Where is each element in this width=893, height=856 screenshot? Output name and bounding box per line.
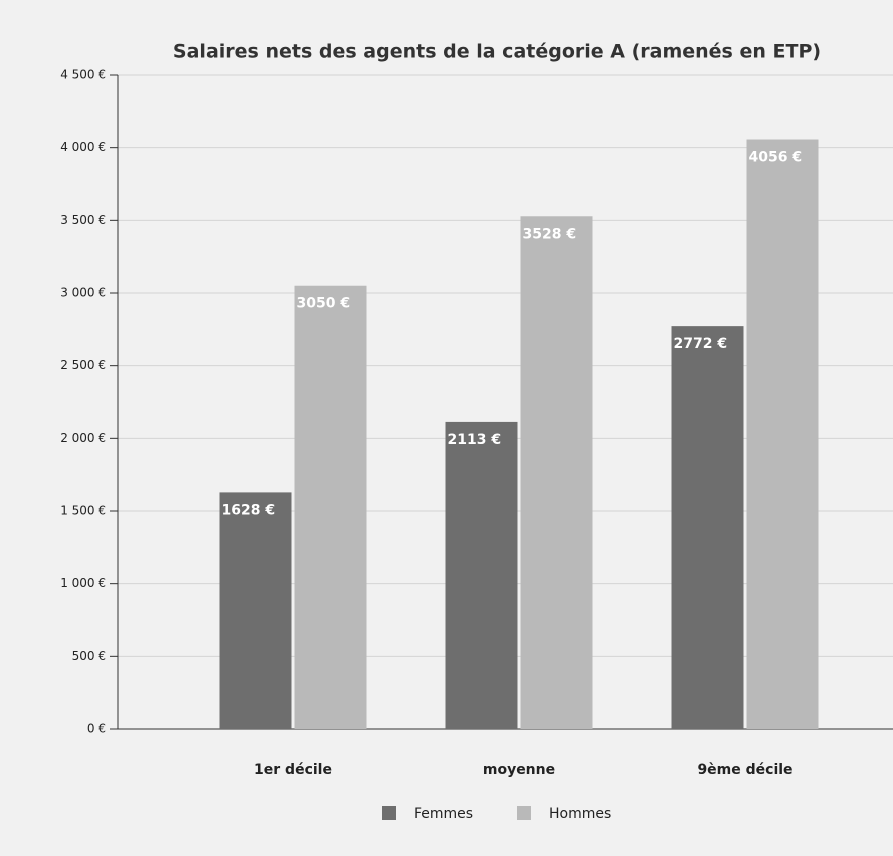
value-label: 1628 € (222, 502, 276, 518)
y-tick-label: 4 000 € (60, 140, 106, 154)
bar (294, 285, 367, 729)
value-label: 2772 € (674, 336, 728, 352)
y-tick-label: 2 000 € (60, 431, 106, 445)
y-tick-label: 2 500 € (60, 358, 106, 372)
y-tick-label: 1 000 € (60, 576, 106, 590)
value-label: 3050 € (297, 296, 351, 312)
legend-swatch (517, 806, 531, 820)
legend-label: Hommes (549, 806, 611, 822)
bar (746, 139, 819, 729)
y-tick-label: 0 € (87, 722, 106, 736)
y-tick-label: 3 000 € (60, 286, 106, 300)
y-tick-label: 3 500 € (60, 213, 106, 227)
bar (219, 492, 292, 729)
x-tick-label: moyenne (483, 762, 555, 778)
legend-label: Femmes (414, 806, 473, 822)
chart-title: Salaires nets des agents de la catégorie… (173, 41, 821, 63)
y-tick-label: 500 € (72, 649, 106, 663)
value-label: 2113 € (448, 432, 502, 448)
x-tick-label: 9ème décile (697, 762, 792, 778)
y-tick-label: 4 500 € (60, 68, 106, 82)
bar (445, 421, 518, 729)
y-tick-label: 1 500 € (60, 504, 106, 518)
value-label: 3528 € (523, 226, 577, 242)
bar (671, 326, 744, 729)
legend-swatch (382, 806, 396, 820)
value-label: 4056 € (749, 150, 803, 166)
x-tick-label: 1er décile (254, 762, 332, 778)
bar (520, 216, 593, 729)
